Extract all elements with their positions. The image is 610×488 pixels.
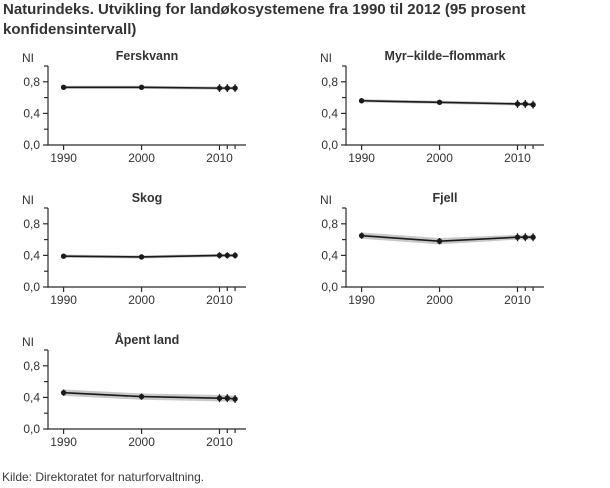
y-tick-label: 0,4 bbox=[321, 248, 338, 262]
chart-canvas-ferskvann: Ferskvann NI 0,0 0,4 0,8 1990 2000 2010 bbox=[22, 49, 246, 165]
y-tick-label: 0,4 bbox=[321, 106, 338, 120]
data-point bbox=[232, 85, 238, 91]
y-axis-unit-label: NI bbox=[22, 335, 34, 349]
chart-myr-kilde-flommark: Myr–kilde–flommark NI 0,0 0,4 0,8 1990 2000 201… bbox=[308, 45, 607, 178]
y-tick-label: 0,8 bbox=[321, 217, 338, 231]
data-points bbox=[358, 98, 536, 109]
y-axis-unit-label: NI bbox=[22, 193, 34, 207]
data-point bbox=[224, 252, 230, 259]
axes bbox=[43, 207, 246, 292]
y-tick-label: 0,0 bbox=[321, 280, 338, 294]
y-tick-label: 0,8 bbox=[23, 217, 40, 231]
y-tick-label: 0,0 bbox=[321, 138, 338, 152]
data-points bbox=[358, 232, 536, 245]
chart-canvas-skog: Skog NI 0,0 0,4 0,8 1990 2000 2010 bbox=[22, 191, 246, 307]
data-point bbox=[514, 101, 521, 107]
data-point bbox=[436, 99, 443, 106]
x-tick-label: 2000 bbox=[128, 435, 155, 449]
trend-line bbox=[63, 86, 236, 89]
chart-title: Skog bbox=[132, 191, 163, 205]
y-tick-label: 0,0 bbox=[23, 422, 40, 436]
data-point bbox=[522, 101, 528, 107]
y-axis-unit-label: NI bbox=[22, 51, 34, 65]
source-caption: Kilde: Direktoratet for naturforvaltning… bbox=[2, 470, 205, 484]
data-point bbox=[60, 84, 67, 91]
y-tick-label: 0,4 bbox=[23, 106, 40, 120]
chart-skog: Skog NI 0,0 0,4 0,8 1990 2000 2010 bbox=[10, 187, 309, 320]
x-tick-label: 1990 bbox=[50, 435, 77, 449]
y-tick-label: 0,8 bbox=[23, 75, 40, 89]
chart-fjell: Fjell NI 0,0 0,4 0,8 1990 2000 2010 bbox=[308, 187, 607, 320]
confidence-band bbox=[361, 232, 534, 245]
axes bbox=[43, 65, 246, 150]
x-tick-label: 2000 bbox=[426, 151, 453, 165]
chart-title: Åpent land bbox=[115, 332, 180, 347]
data-points bbox=[60, 389, 238, 403]
x-tick-label: 1990 bbox=[50, 151, 77, 165]
chart-canvas-fjell: Fjell NI 0,0 0,4 0,8 1990 2000 2010 bbox=[320, 191, 544, 307]
data-point bbox=[530, 102, 536, 108]
chart-title: Ferskvann bbox=[116, 49, 179, 63]
axes bbox=[341, 65, 544, 150]
data-point bbox=[138, 84, 145, 91]
x-tick-label: 2010 bbox=[504, 293, 531, 307]
x-tick-label: 1990 bbox=[50, 293, 77, 307]
chart-title: Fjell bbox=[432, 191, 457, 205]
data-point bbox=[514, 234, 521, 240]
x-tick-label: 1990 bbox=[348, 293, 375, 307]
x-tick-label: 2000 bbox=[128, 293, 155, 307]
y-axis-unit-label: NI bbox=[320, 193, 332, 207]
data-point bbox=[232, 252, 238, 259]
data-points bbox=[60, 84, 238, 93]
y-tick-label: 0,8 bbox=[321, 75, 338, 89]
chart-canvas-myr-kilde-flommark: Myr–kilde–flommark NI 0,0 0,4 0,8 1990 2000 201… bbox=[320, 49, 544, 165]
data-point bbox=[436, 238, 443, 244]
y-axis-unit-label: NI bbox=[320, 51, 332, 65]
x-tick-label: 2010 bbox=[206, 293, 233, 307]
data-point bbox=[232, 396, 238, 402]
x-tick-label: 2010 bbox=[206, 151, 233, 165]
data-point bbox=[358, 98, 365, 104]
data-point bbox=[216, 395, 223, 401]
x-tick-label: 1990 bbox=[348, 151, 375, 165]
data-point bbox=[216, 85, 223, 91]
data-point bbox=[530, 234, 536, 240]
data-point bbox=[224, 85, 230, 91]
x-tick-label: 2000 bbox=[128, 151, 155, 165]
figure-title: Naturindeks. Utvikling for landøkosystem… bbox=[3, 1, 526, 39]
x-tick-label: 2000 bbox=[426, 293, 453, 307]
y-tick-label: 0,4 bbox=[23, 248, 40, 262]
chart-title: Myr–kilde–flommark bbox=[385, 49, 506, 63]
chart-ferskvann: Ferskvann NI 0,0 0,4 0,8 1990 2000 2010 bbox=[10, 45, 309, 178]
y-tick-label: 0,8 bbox=[23, 359, 40, 373]
data-point bbox=[358, 232, 365, 239]
data-point bbox=[138, 393, 145, 400]
chart-åpent-land: Åpent land NI 0,0 0,4 0,8 1990 2000 2010 bbox=[10, 329, 309, 462]
data-point bbox=[60, 253, 67, 259]
x-tick-label: 2010 bbox=[504, 151, 531, 165]
data-point bbox=[60, 389, 67, 396]
data-point bbox=[224, 395, 230, 401]
y-tick-label: 0,0 bbox=[23, 280, 40, 294]
data-point bbox=[522, 234, 528, 240]
y-tick-label: 0,4 bbox=[23, 390, 40, 404]
data-point bbox=[138, 254, 145, 260]
axes bbox=[341, 207, 544, 292]
y-tick-label: 0,0 bbox=[23, 138, 40, 152]
confidence-band bbox=[63, 389, 236, 403]
data-point bbox=[216, 252, 223, 259]
x-tick-label: 2010 bbox=[206, 435, 233, 449]
axes bbox=[43, 349, 246, 434]
data-points bbox=[60, 252, 238, 260]
chart-canvas-åpent-land: Åpent land NI 0,0 0,4 0,8 1990 2000 2010 bbox=[22, 332, 246, 449]
